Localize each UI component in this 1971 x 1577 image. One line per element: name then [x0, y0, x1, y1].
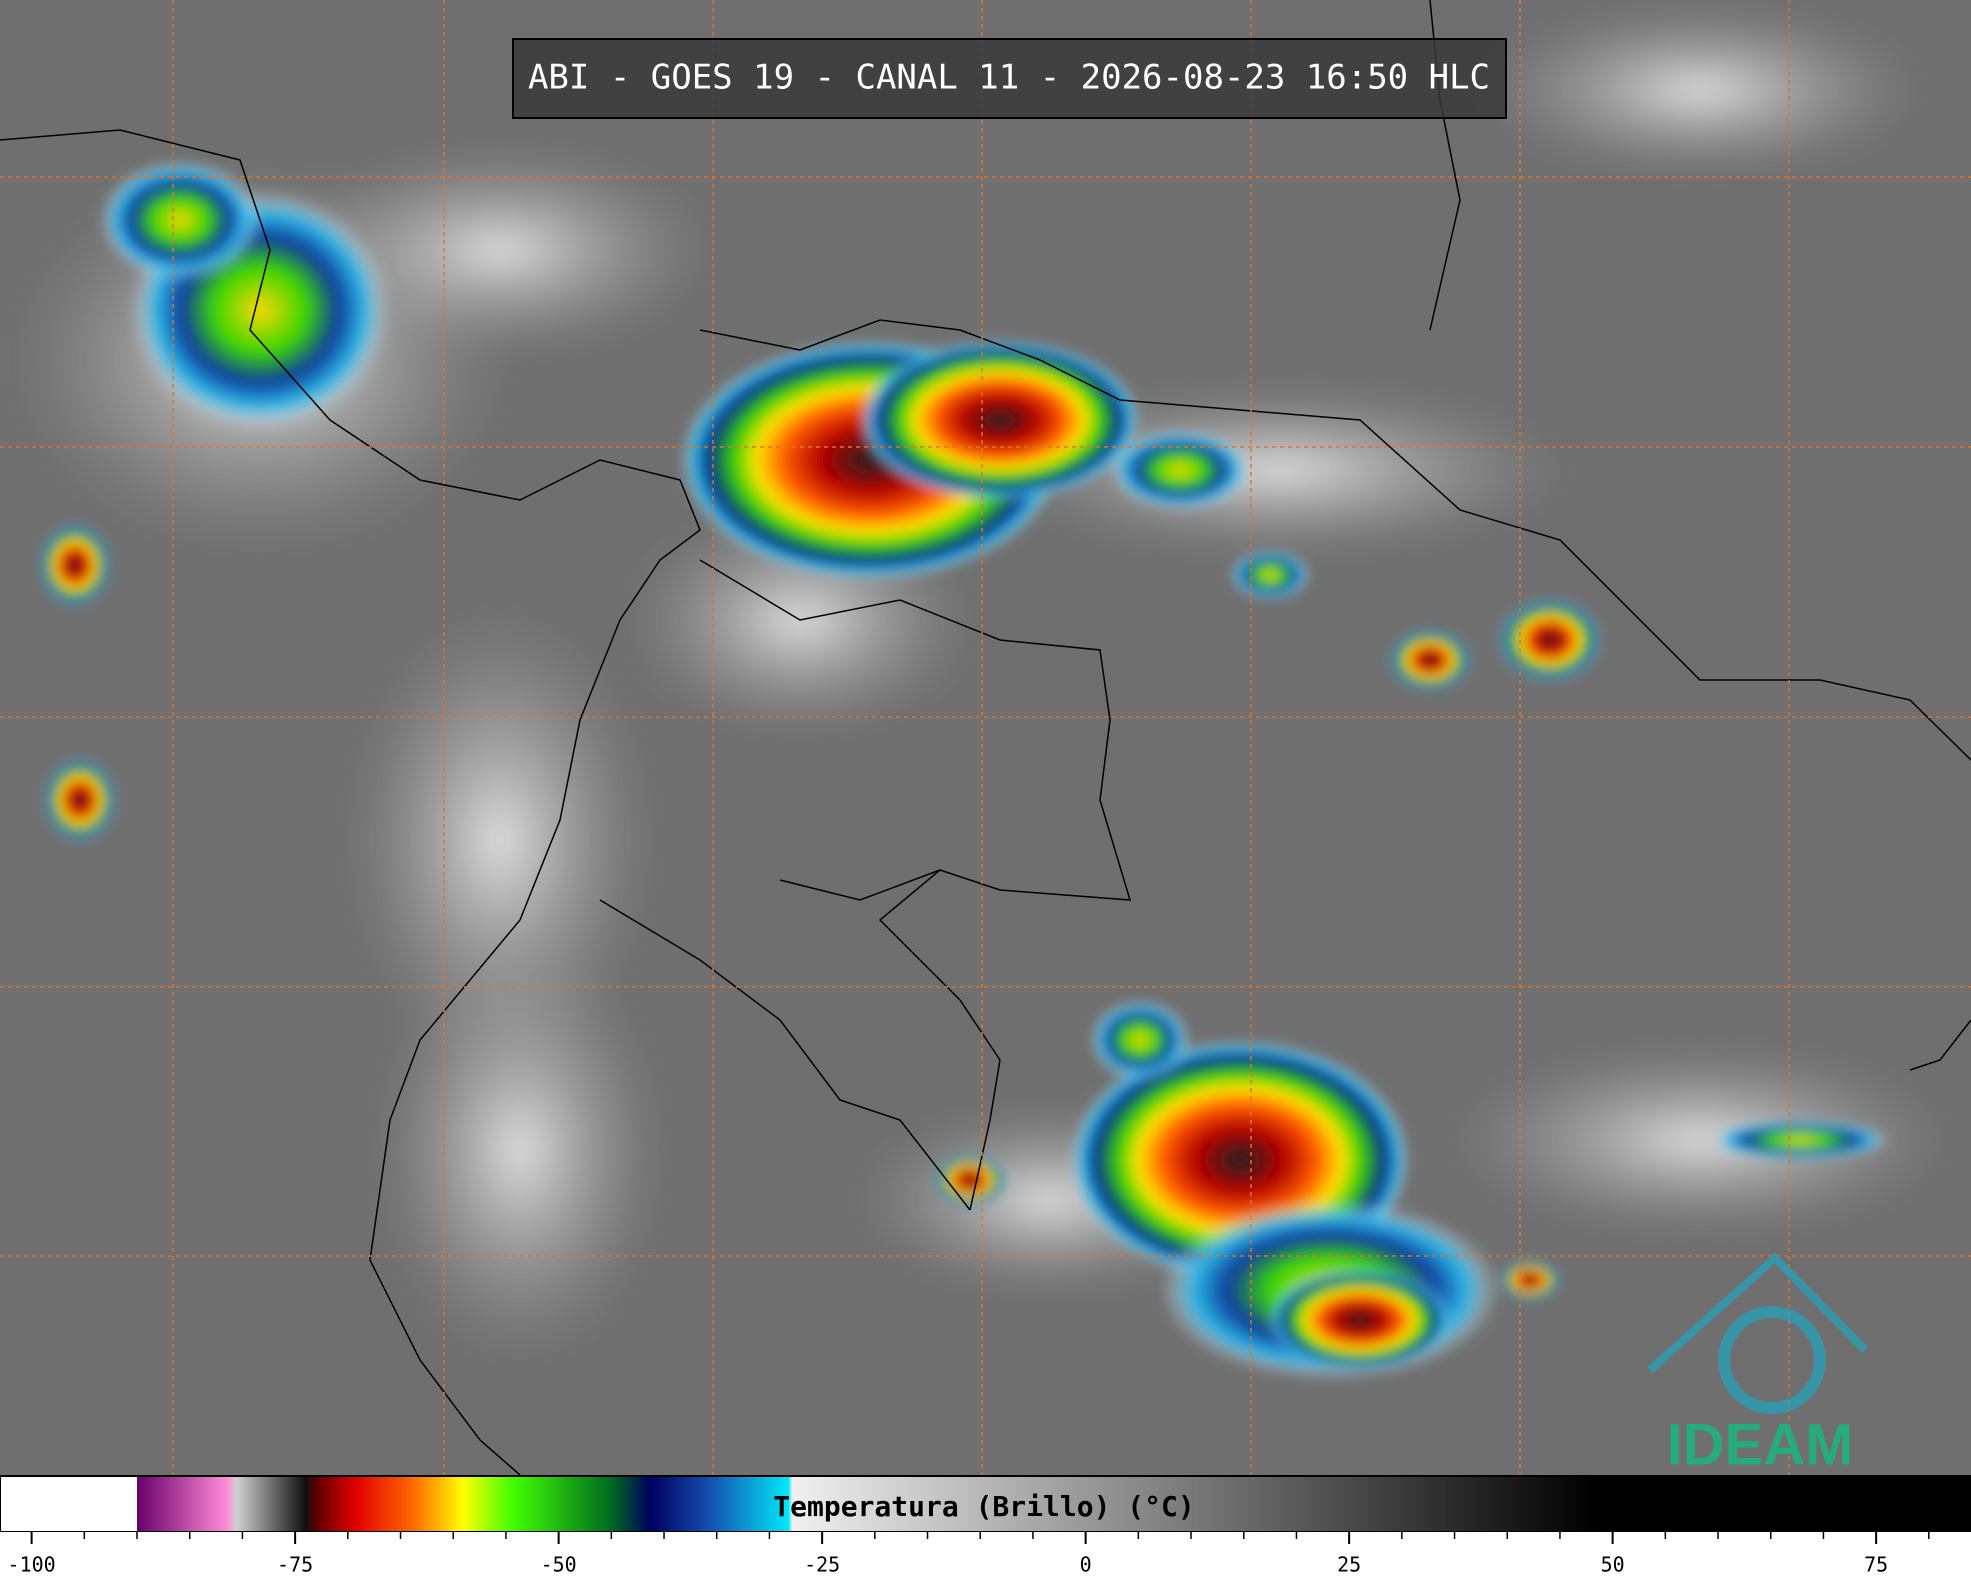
tick-label: 0: [1080, 1553, 1092, 1577]
colorbar: [0, 1475, 1971, 1533]
tick-label: 50: [1601, 1553, 1625, 1577]
logo-text: IDEAM: [1667, 1412, 1854, 1477]
tick-label: -50: [541, 1553, 577, 1577]
tick-label: -75: [277, 1553, 313, 1577]
colorbar-label: Temperatura (Brillo) (°C): [773, 1490, 1194, 1523]
title-box: [512, 38, 1507, 119]
colorbar-ticks: -100 -75 -50 -25 0 25 50 75: [8, 1532, 1930, 1577]
imagery: [0, 0, 1971, 1476]
tick-label: -25: [804, 1553, 840, 1577]
tick-label: 75: [1864, 1553, 1888, 1577]
title: ABI - GOES 19 - CANAL 11 - 2026-08-23 16…: [528, 58, 1490, 98]
colorbar-axis-bg: [0, 1532, 1971, 1577]
logo: IDEAM: [1647, 1252, 1868, 1477]
tick-label: -100: [8, 1553, 56, 1577]
tick-label: 25: [1337, 1553, 1361, 1577]
